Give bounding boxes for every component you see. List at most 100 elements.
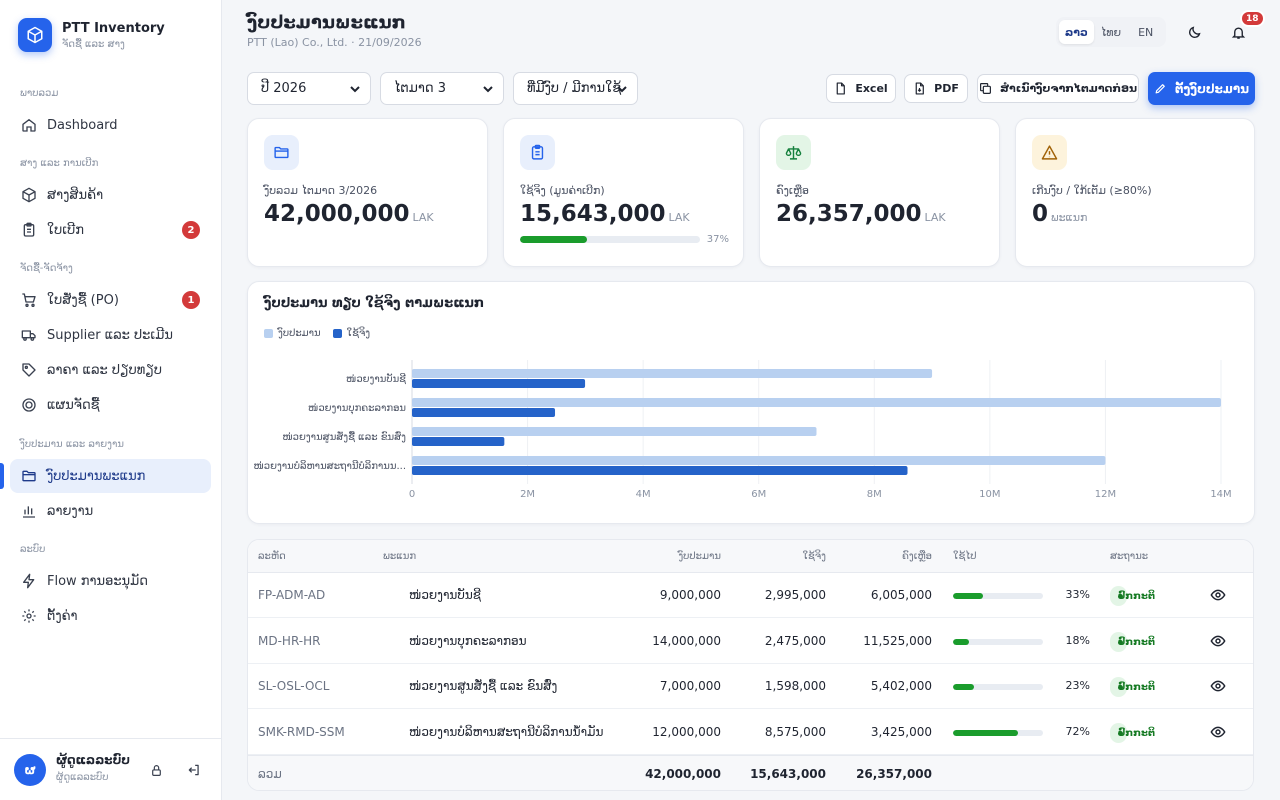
language-thai[interactable]: ໄທຍ <box>1100 25 1122 39</box>
chart-title: ງົບປະມານ ທຽບ ໃຊ້ຈິງ ຕາມພະແນກ <box>264 296 485 311</box>
sidebar-item-label: ໃບສັ່ງຊື້ (PO) <box>47 292 119 308</box>
row-used: 2,995,000 <box>764 588 826 602</box>
file-download-icon <box>913 82 926 95</box>
logout-icon[interactable] <box>186 762 202 778</box>
col-status: ສະຖານະ <box>1110 551 1149 562</box>
copy-previous-quarter-button[interactable]: ສຳເນົາງົບຈາກໄຕມາດກ່ອນ <box>977 74 1139 103</box>
sidebar: PTT Inventory ຈັດຊື້ ແລະ ສາງ ພາບລວມ Dash… <box>0 0 222 800</box>
brand-subtitle: ຈັດຊື້ ແລະ ສາງ <box>62 38 125 50</box>
sidebar-item-procurement-plan[interactable]: ແຜນຈັດຊື້ <box>10 388 211 422</box>
moon-icon[interactable] <box>1184 22 1204 42</box>
sidebar-item-reports[interactable]: ລາຍງານ <box>10 494 211 528</box>
sidebar-item-pricing[interactable]: ລາຄາ ແລະ ປຽບທຽບ <box>10 353 211 387</box>
year-select[interactable]: ປີ 2026 <box>247 72 371 105</box>
actual-bar[interactable] <box>412 437 505 446</box>
kpi-card-remaining: ຄົງເຫຼືອ 26,357,000 LAK <box>759 118 1000 267</box>
actual-bar[interactable] <box>412 379 586 388</box>
y-category-label: ໜ່ວຍງານສູນສັ່ງຊື້ ແລະ ຂົນສົ່ງ <box>282 430 406 443</box>
table-row[interactable]: MD-HR-HR ໜ່ວຍງານບຸກຄະລາກອນ 14,000,000 2,475… <box>248 619 1253 664</box>
active-indicator <box>0 463 4 489</box>
avatar[interactable]: ຜ <box>14 754 46 786</box>
x-tick-label: 12M <box>1095 489 1116 500</box>
quarter-select[interactable]: ໄຕມາດ 3 <box>380 72 504 105</box>
x-tick-label: 10M <box>979 489 1000 500</box>
user-name: ຜູ້ດູແລລະບົບ <box>56 753 131 767</box>
cart-icon <box>21 292 37 308</box>
sidebar-item-approval-flow[interactable]: Flow ການອະນຸມັດ <box>10 564 211 598</box>
kpi-value: 15,643,000 LAK <box>520 201 690 227</box>
budget-bar[interactable] <box>412 398 1221 407</box>
row-remaining: 3,425,000 <box>870 725 932 739</box>
chevron-down-icon <box>349 83 361 95</box>
sidebar-item-label: Flow ການອະນຸມັດ <box>47 573 148 589</box>
budget-bar[interactable] <box>412 427 817 436</box>
sidebar-item-label: ລາຍງານ <box>47 503 94 519</box>
scope-select[interactable]: ທີ່ມີງົບ / ມີການໃຊ້ <box>513 72 638 105</box>
kpi-label: ງົບລວມ ໄຕມາດ 3/2026 <box>264 184 378 197</box>
y-category-label: ໜ່ວຍງານບັນຊີ <box>346 372 406 385</box>
set-budget-label: ຕັ້ງງົບປະມານ <box>1175 81 1249 96</box>
set-budget-button[interactable]: ຕັ້ງງົບປະມານ <box>1148 72 1255 105</box>
sidebar-item-settings[interactable]: ຕັ້ງຄ່າ <box>10 599 211 633</box>
budget-bar[interactable] <box>412 369 933 378</box>
row-usage-bar <box>953 593 1043 599</box>
row-usage-fill <box>953 730 1018 736</box>
table-row[interactable]: FP-ADM-AD ໜ່ວຍງານບັນຊີ 9,000,000 2,995,000 6… <box>248 573 1253 618</box>
budget-bar-chart: 0 2M 4M 6M 8M 10M 12M 14M ໜ່ວຍງານບັນຊີໜ່ວຍງານບຸກ… <box>253 360 1232 500</box>
budget-table: ລະຫັດ ພະແນກ ງົບປະມານ ໃຊ້ຈິງ ຄົງເຫຼືອ ໃຊ້… <box>247 539 1254 791</box>
view-eye-icon[interactable] <box>1210 724 1226 740</box>
table-row[interactable]: SL-OSL-OCL ໜ່ວຍງານສູນສັ່ງຊື້ ແລະ ຂົນສົ່ງ 7… <box>248 664 1253 709</box>
sidebar-item-supplier[interactable]: Supplier ແລະ ປະເມີນ <box>10 318 211 352</box>
language-en[interactable]: EN <box>1138 25 1154 39</box>
view-eye-icon[interactable] <box>1210 678 1226 694</box>
sidebar-item-label: ງົບປະມານພະແນກ <box>47 468 146 484</box>
kpi-label: ຄົງເຫຼືອ <box>776 184 809 197</box>
sidebar-item-department-budget[interactable]: ງົບປະມານພະແນກ <box>10 459 211 493</box>
user-role: ຜູ້ດູແລລະບົບ <box>56 772 109 783</box>
truck-icon <box>21 327 37 343</box>
sidebar-item-label: ໃບເບີກ <box>47 222 84 238</box>
page-title: ງົບປະມານພະແນກ <box>247 12 406 33</box>
scale-icon <box>776 135 811 170</box>
row-usage-fill <box>953 593 983 599</box>
language-lao[interactable]: ລາວ <box>1059 20 1094 44</box>
actual-bar[interactable] <box>412 408 556 417</box>
quarter-select-value: ໄຕມາດ 3 <box>394 81 446 96</box>
sidebar-item-stock[interactable]: ສາງສິນຄ້າ <box>10 178 211 212</box>
nav-section-warehouse: ສາງ ແລະ ການເບີກ <box>20 158 99 169</box>
lock-icon[interactable] <box>148 762 164 778</box>
row-remaining: 11,525,000 <box>863 634 932 648</box>
legend-item-actual[interactable]: ໃຊ້ຈິງ <box>332 328 370 339</box>
row-code: FP-ADM-AD <box>258 588 326 602</box>
bell-icon[interactable] <box>1228 22 1248 42</box>
row-department: ໜ່ວຍງານສູນສັ່ງຊື້ ແລະ ຂົນສົ່ງ <box>409 679 558 693</box>
table-row[interactable]: SMK-RMD-SSM ໜ່ວຍງານບໍລິຫານສະຖານີບໍລິການນ້… <box>248 710 1253 755</box>
sidebar-item-purchase-order[interactable]: ໃບສັ່ງຊື້ (PO) 1 <box>10 283 211 317</box>
x-tick-label: 4M <box>636 489 651 500</box>
row-usage-pct: 33% <box>1065 588 1090 601</box>
sidebar-item-requisition[interactable]: ໃບເບີກ 2 <box>10 213 211 247</box>
year-select-value: ປີ 2026 <box>261 81 307 96</box>
nav-section-system: ລະບົບ <box>20 544 46 555</box>
export-pdf-button[interactable]: PDF <box>904 74 968 103</box>
view-eye-icon[interactable] <box>1210 587 1226 603</box>
export-excel-button[interactable]: Excel <box>826 74 896 103</box>
target-icon <box>21 397 37 413</box>
sidebar-item-dashboard[interactable]: Dashboard <box>10 108 211 142</box>
budget-bar[interactable] <box>412 456 1106 465</box>
actual-bar[interactable] <box>412 466 908 475</box>
chevron-down-icon <box>482 83 494 95</box>
kpi-unit: ພະແນກ <box>1051 211 1088 224</box>
warning-icon <box>1032 135 1067 170</box>
usage-progress-fill <box>520 236 587 243</box>
bar-chart-icon <box>21 503 37 519</box>
kpi-value: 42,000,000 LAK <box>264 201 434 227</box>
view-eye-icon[interactable] <box>1210 633 1226 649</box>
sidebar-item-label: ແຜນຈັດຊື້ <box>47 397 100 413</box>
nav-section-procurement: ຈັດຊື້-ຈັດຈ້າງ <box>20 263 73 274</box>
brand[interactable]: PTT Inventory ຈັດຊື້ ແລະ ສາງ <box>18 18 165 52</box>
sidebar-item-label: ຕັ້ງຄ່າ <box>47 608 78 624</box>
sidebar-item-label: Dashboard <box>47 117 118 133</box>
legend-item-budget[interactable]: ງົບປະມານ <box>264 328 321 339</box>
kpi-card-total-budget: ງົບລວມ ໄຕມາດ 3/2026 42,000,000 LAK <box>247 118 488 267</box>
